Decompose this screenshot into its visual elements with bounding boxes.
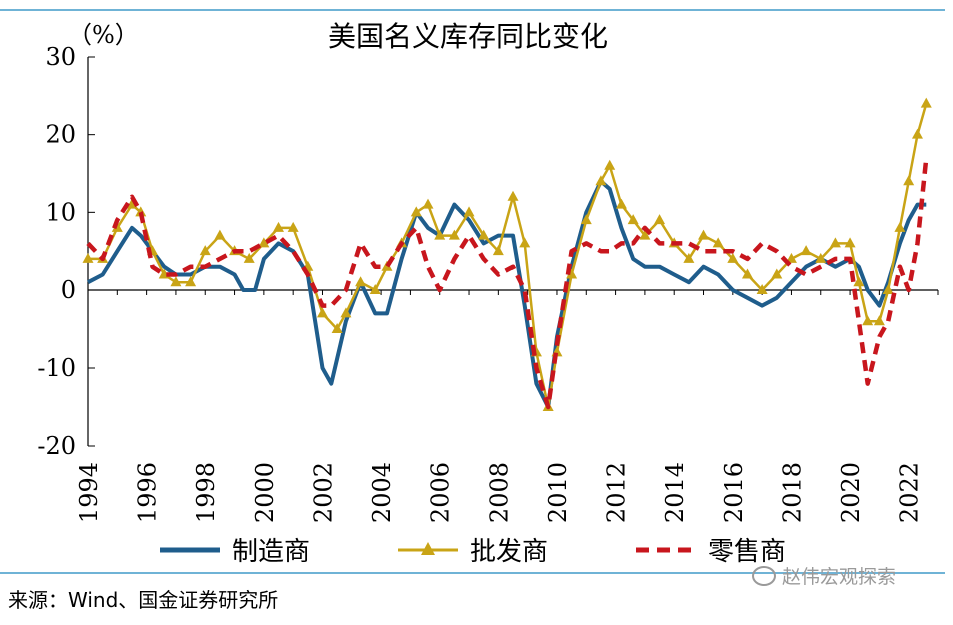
- series-marker-1: [519, 237, 531, 248]
- x-tick-label: 2014: [661, 462, 689, 523]
- series-line-0: [87, 179, 927, 409]
- series-marker-1: [741, 268, 753, 279]
- series-marker-1: [595, 175, 607, 186]
- x-tick-label: 2010: [544, 462, 572, 523]
- x-tick-label: 2022: [896, 462, 924, 523]
- series-marker-1: [287, 221, 299, 232]
- x-tick-label: 2018: [778, 462, 806, 523]
- x-tick-label: 2002: [309, 462, 337, 523]
- series-marker-1: [829, 237, 841, 248]
- x-tick-label: 2020: [837, 462, 865, 523]
- series-marker-1: [369, 284, 381, 294]
- series-marker-1: [580, 214, 592, 225]
- series-marker-1: [463, 206, 475, 217]
- series-marker-1: [639, 229, 651, 240]
- x-tick-label: 1994: [75, 462, 103, 523]
- unit-label: （%）: [68, 21, 139, 49]
- series-line-1: [88, 103, 928, 409]
- series-marker-1: [82, 252, 94, 263]
- y-tick-label: 0: [61, 276, 76, 304]
- series-marker-1: [920, 97, 932, 108]
- series-marker-1: [862, 315, 874, 326]
- x-axis: 1994 1996 1998 2000 2002 2004 2006 2008 2010 2012…: [75, 289, 939, 523]
- series-marker-1: [478, 229, 490, 240]
- series-marker-1: [712, 237, 724, 248]
- x-tick-label: 2008: [485, 462, 513, 523]
- watermark: 赵伟宏观探索: [752, 562, 896, 589]
- series-marker-1: [683, 252, 695, 263]
- series-marker-1: [331, 323, 343, 333]
- series-marker-1: [604, 159, 616, 170]
- series-marker-1: [654, 214, 666, 225]
- legend-marker-1: [421, 542, 435, 555]
- plot-area: [82, 97, 932, 411]
- y-tick-label: 10: [45, 198, 76, 226]
- x-tick-label: 2012: [603, 462, 631, 523]
- series-marker-1: [355, 276, 367, 287]
- series-marker-1: [903, 175, 915, 186]
- y-tick-label: -20: [37, 432, 76, 460]
- series-marker-1: [434, 229, 446, 240]
- watermark-text: 赵伟宏观探索: [782, 566, 897, 588]
- wechat-icon: [752, 565, 776, 586]
- series-marker-1: [785, 252, 797, 263]
- series-marker-1: [756, 284, 768, 294]
- series-marker-1: [448, 229, 460, 240]
- series-marker-1: [170, 276, 182, 287]
- series-marker-1: [815, 252, 827, 263]
- y-tick-label: -10: [37, 354, 76, 382]
- series-marker-1: [214, 229, 226, 240]
- series-marker-1: [771, 268, 783, 279]
- y-tick-label: 30: [45, 43, 76, 71]
- series-marker-1: [844, 237, 856, 248]
- series-marker-1: [615, 198, 627, 209]
- series-marker-1: [199, 245, 211, 256]
- series-marker-1: [853, 276, 865, 287]
- series-marker-1: [258, 237, 270, 248]
- series-marker-1: [422, 198, 434, 209]
- chart-title: 美国名义库存同比变化: [328, 20, 608, 53]
- series-marker-1: [627, 214, 639, 225]
- x-tick-label: 2004: [368, 462, 396, 523]
- legend: 制造商 批发商 零售商: [160, 537, 786, 567]
- series-marker-1: [507, 190, 519, 201]
- series-marker-1: [410, 206, 422, 217]
- series-marker-1: [800, 245, 812, 256]
- series-marker-1: [185, 276, 197, 287]
- series-marker-1: [492, 245, 504, 256]
- series-marker-1: [135, 206, 147, 217]
- series-marker-1: [911, 128, 923, 139]
- x-tick-label: 2000: [251, 462, 279, 523]
- legend-label-0: 制造商: [232, 537, 310, 567]
- series-marker-1: [894, 221, 906, 232]
- series-marker-1: [243, 252, 255, 263]
- series-marker-1: [111, 221, 123, 232]
- x-tick-label: 1998: [192, 462, 220, 523]
- legend-label-2: 零售商: [708, 537, 786, 567]
- series-marker-1: [698, 229, 710, 240]
- series-marker-1: [273, 221, 285, 232]
- x-tick-label: 2016: [720, 462, 748, 523]
- source-note: 来源：Wind、国金证券研究所: [8, 588, 279, 612]
- series-marker-1: [340, 307, 352, 318]
- series-marker-1: [566, 268, 578, 279]
- series-marker-1: [316, 307, 328, 318]
- series-marker-1: [727, 252, 739, 263]
- series-marker-1: [873, 315, 885, 326]
- y-tick-label: 20: [45, 121, 76, 149]
- y-axis: -20 -10 0 10 20 30: [37, 43, 95, 460]
- x-tick-label: 1996: [134, 462, 162, 523]
- legend-label-1: 批发商: [470, 537, 548, 567]
- x-tick-label: 2006: [427, 462, 455, 523]
- series-line-2: [86, 157, 929, 410]
- series-marker-1: [882, 284, 894, 294]
